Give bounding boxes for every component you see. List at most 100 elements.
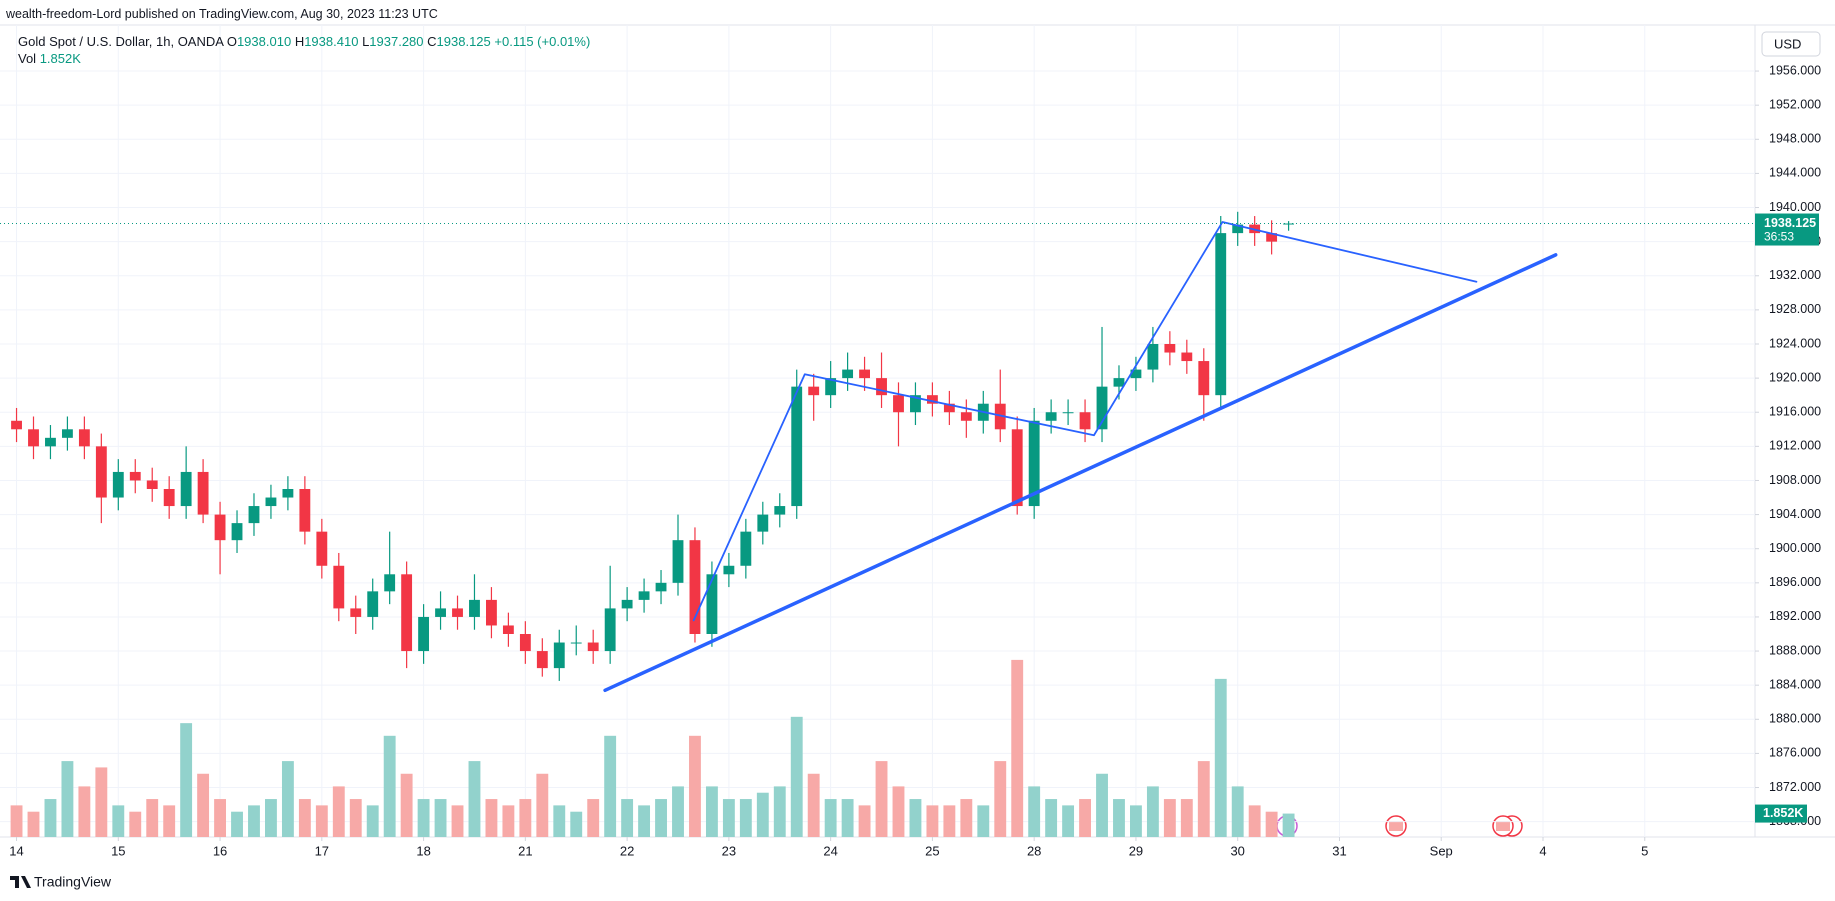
volume-bar [315, 805, 328, 837]
candles [11, 211, 1295, 681]
drawings [603, 221, 1558, 693]
candle-body [723, 565, 735, 575]
candle-body [604, 608, 616, 652]
volume-bar [722, 799, 735, 837]
volume-pane [10, 659, 1295, 837]
volume-bar [417, 799, 430, 837]
y-tick-label: 1900.000 [1769, 541, 1821, 555]
trend-line [603, 253, 1558, 693]
volume-bar [587, 799, 600, 837]
volume-bar [400, 773, 413, 837]
candle-body [1215, 233, 1227, 396]
volume-bar [1146, 786, 1159, 837]
volume-bar [875, 761, 888, 837]
candle-body [146, 480, 158, 489]
x-tick-label: 23 [722, 843, 736, 858]
last-price-box [1755, 213, 1819, 246]
volume-bar [1062, 805, 1075, 837]
volume-bar [434, 799, 447, 837]
brand-name: TradingView [34, 874, 112, 890]
y-tick-label: 1932.000 [1769, 268, 1821, 282]
candle-body [401, 574, 413, 652]
volume-bar [773, 786, 786, 837]
candle-body [672, 540, 684, 583]
ohlc-value: 1938.125 [436, 34, 491, 49]
volume-bar [824, 799, 837, 837]
volume-bar [926, 805, 939, 837]
volume-bar [1028, 786, 1041, 837]
volume-bar [841, 799, 854, 837]
brand-logo: TradingView [10, 874, 112, 890]
volume-bar [366, 805, 379, 837]
volume-bar [1079, 799, 1091, 837]
volume-bar [10, 805, 23, 837]
candle-body [129, 471, 141, 481]
candle-body [486, 599, 497, 626]
candle-body [333, 565, 345, 609]
candle-body [994, 403, 1006, 430]
volume-bar [1130, 805, 1142, 837]
x-tick-label: 4 [1539, 843, 1546, 858]
candle-body [316, 531, 328, 566]
volume-bar [943, 805, 956, 837]
volume-bar [1231, 786, 1244, 837]
volume-bar [892, 786, 905, 837]
y-tick-label: 1952.000 [1769, 97, 1821, 111]
candle-body [248, 506, 260, 524]
y-tick-label: 1920.000 [1769, 370, 1821, 384]
candle-body [163, 489, 175, 507]
x-tick-label: 18 [416, 843, 430, 858]
candle-body [45, 437, 56, 447]
y-tick-label: 1876.000 [1769, 746, 1821, 760]
volume-bar [197, 773, 210, 837]
currency-label[interactable]: USD [1774, 36, 1801, 51]
candle-body [1266, 233, 1278, 242]
volume-bar [621, 799, 634, 837]
volume-bar [1180, 799, 1193, 837]
volume-bar [604, 735, 617, 837]
candle-body [1164, 344, 1176, 353]
volume-bar [298, 799, 311, 837]
ohlc-value: 1938.010 [236, 34, 292, 49]
volume-bar [570, 811, 583, 837]
volume-legend: Vol 1.852K [18, 51, 81, 66]
x-tick-label: 31 [1332, 843, 1346, 858]
x-tick-label: 16 [213, 843, 227, 858]
candle-body [78, 429, 90, 447]
candle-body [112, 471, 124, 498]
candle-body [1096, 386, 1108, 430]
volume-last-label: 1.852K [1763, 806, 1803, 820]
candle-body [1062, 412, 1074, 414]
candle-body [519, 634, 531, 652]
candle-body [265, 497, 277, 507]
candle-body [1147, 344, 1159, 370]
volume-bar [705, 786, 718, 837]
volume-bar [214, 799, 227, 837]
candle-body [197, 471, 209, 515]
volume-bar [1096, 773, 1108, 837]
y-tick-label: 1928.000 [1769, 302, 1821, 316]
trend-line [692, 221, 1478, 622]
x-tick-label: 22 [620, 843, 634, 858]
legend: Gold Spot / U.S. Dollar, 1h, OANDA O1938… [18, 34, 590, 49]
volume-bar [1197, 761, 1210, 837]
candle-body [825, 378, 837, 396]
candle-body [367, 591, 379, 617]
candle-body [655, 582, 667, 592]
candle-body [61, 429, 73, 438]
candle-body [621, 599, 633, 609]
volume-last-box [1755, 804, 1807, 823]
candle-body [1232, 224, 1244, 234]
volume-bar [655, 799, 667, 837]
candle-body [231, 523, 243, 541]
x-tick-label: 29 [1129, 843, 1143, 858]
currency-button[interactable] [1761, 31, 1821, 57]
candle-body [638, 591, 650, 600]
candle-body [859, 369, 870, 379]
candle-body [28, 429, 39, 447]
grid [0, 25, 1755, 837]
candle-body [740, 531, 752, 566]
volume-bar [1282, 813, 1295, 837]
volume-bar [638, 805, 651, 837]
y-tick-label: 1956.000 [1769, 63, 1821, 77]
